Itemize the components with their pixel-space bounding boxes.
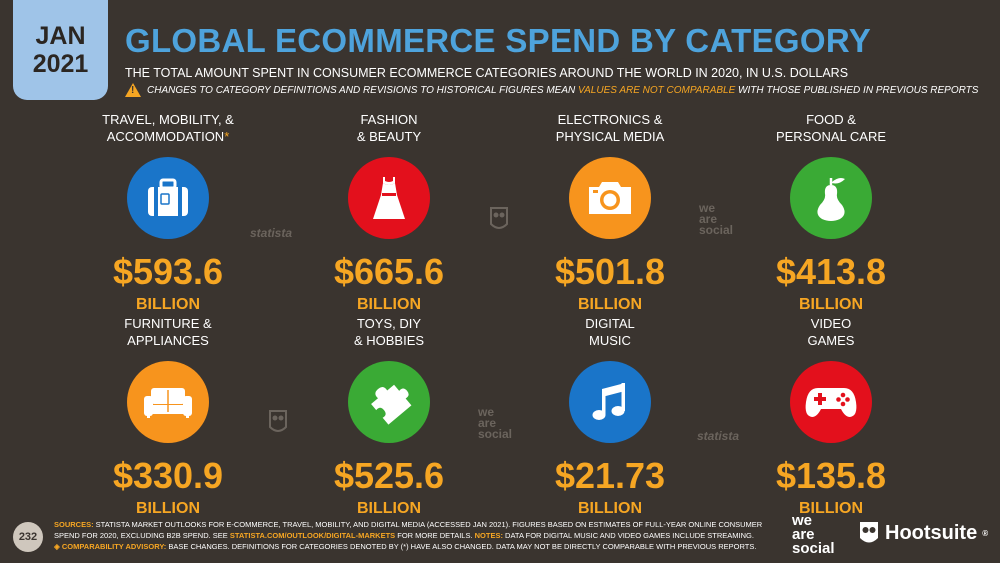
category-unit: BILLION [136,296,200,313]
category-unit: BILLION [357,296,421,313]
we-are-social-watermark: we are social [478,405,513,441]
date-month: JAN [35,22,86,50]
category-label: FURNITURE & APPLIANCES [124,316,212,348]
category-label: DIGITAL MUSIC [585,316,635,348]
category-unit: BILLION [357,500,421,517]
category-card-travel: TRAVEL, MOBILITY, & ACCOMMODATION* $593.6… [58,111,278,314]
warning-text: CHANGES TO CATEGORY DEFINITIONS AND REVI… [147,84,979,96]
we-are-social-logo: we are social [792,512,835,557]
dress-icon [348,157,430,239]
category-label: TRAVEL, MOBILITY, & ACCOMMODATION* [102,112,234,144]
category-unit: BILLION [578,500,642,517]
sources-note: SOURCES: STATISTA MARKET OUTLOOKS FOR E-… [54,520,763,551]
statista-watermark: statista [250,226,293,240]
owl-watermark-icon [489,206,509,237]
camera-icon [569,157,651,239]
owl-icon [860,522,878,543]
category-card-electronics: ELECTRONICS & PHYSICAL MEDIA $501.8 BILLI… [500,111,720,314]
music-note-icon [569,361,651,443]
category-value: $665.6 [333,251,445,292]
category-unit: BILLION [799,296,863,313]
page-number: 232 [13,522,43,552]
category-unit: BILLION [136,500,200,517]
category-value: $413.8 [775,251,887,292]
hootsuite-logo: Hootsuite ® [858,520,988,546]
category-card-furniture: FURNITURE & APPLIANCES $330.9 BILLION [58,315,278,518]
category-card-music: DIGITAL MUSIC $21.73 BILLION [500,315,720,518]
pear-icon [790,157,872,239]
sofa-icon [127,361,209,443]
category-value: $525.6 [333,455,445,496]
category-value: $330.9 [112,455,224,496]
date-year: 2021 [32,50,89,78]
category-unit: BILLION [578,296,642,313]
category-value: $593.6 [112,251,224,292]
category-value: $21.73 [554,455,666,496]
owl-watermark-icon [268,409,288,440]
date-tab: JAN 2021 [13,0,108,100]
gamepad-icon [790,361,872,443]
page-title: GLOBAL ECOMMERCE SPEND BY CATEGORY [125,22,872,59]
category-card-toys: TOYS, DIY & HOBBIES $525.6 BILLION [279,315,499,518]
category-value: $135.8 [775,455,887,496]
category-label: TOYS, DIY & HOBBIES [353,316,425,348]
category-card-fashion: FASHION & BEAUTY $665.6 BILLION [279,111,499,314]
category-card-video-games: VIDEO GAMES $135.8 BILLION [721,315,941,518]
page-subtitle: THE TOTAL AMOUNT SPENT IN CONSUMER ECOMM… [125,66,849,80]
category-unit: BILLION [799,500,863,517]
category-label: ELECTRONICS & PHYSICAL MEDIA [555,112,665,144]
category-label: FASHION & BEAUTY [356,112,422,144]
category-card-food: FOOD & PERSONAL CARE $413.8 BILLION [721,111,941,314]
warning-icon: ! [125,83,141,97]
suitcase-icon [127,157,209,239]
category-label: VIDEO GAMES [807,316,855,348]
puzzle-icon [348,361,430,443]
warning-note: ! CHANGES TO CATEGORY DEFINITIONS AND RE… [125,83,978,97]
category-label: FOOD & PERSONAL CARE [775,112,887,144]
statista-watermark: statista [697,429,740,443]
category-value: $501.8 [554,251,666,292]
we-are-social-watermark: we are social [699,201,734,237]
